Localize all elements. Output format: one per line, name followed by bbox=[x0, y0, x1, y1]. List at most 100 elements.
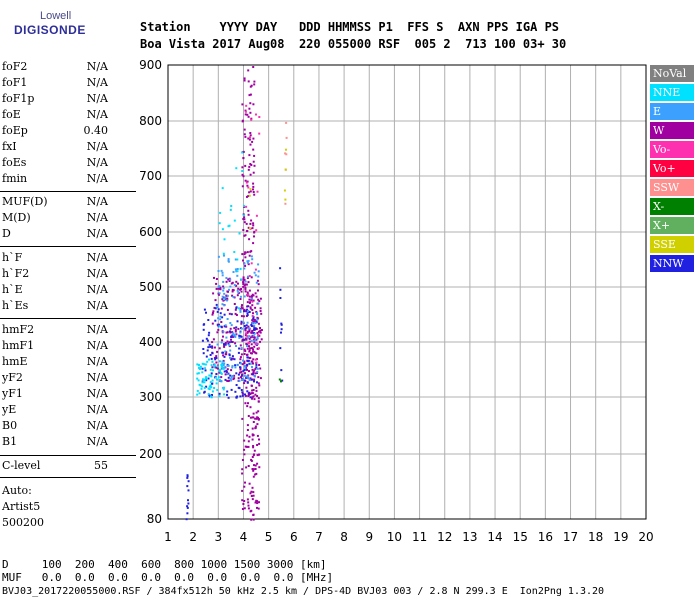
param-name: B0 bbox=[2, 419, 18, 432]
echo-point bbox=[221, 298, 224, 301]
echo-point bbox=[230, 282, 233, 285]
echo-point bbox=[255, 328, 258, 330]
echo-point bbox=[256, 454, 259, 457]
param-row: fmin N/A bbox=[2, 172, 108, 188]
echo-point bbox=[220, 325, 223, 328]
echo-point bbox=[226, 390, 229, 393]
echo-point bbox=[246, 312, 249, 315]
echo-point bbox=[240, 353, 243, 356]
echo-point bbox=[246, 356, 249, 359]
y-tick-label: 300 bbox=[139, 390, 162, 404]
echo-point bbox=[241, 103, 244, 106]
echo-point bbox=[241, 307, 244, 310]
echo-point bbox=[255, 321, 258, 324]
echo-point bbox=[249, 396, 252, 399]
echo-point bbox=[256, 190, 259, 193]
echo-point bbox=[252, 389, 255, 391]
echo-point bbox=[229, 327, 232, 330]
auto-artist: Artist5 bbox=[2, 500, 41, 513]
echo-point bbox=[221, 362, 224, 365]
echo-point bbox=[186, 505, 189, 508]
echo-point bbox=[251, 389, 254, 392]
echo-point bbox=[247, 213, 250, 216]
header-row-values: Boa Vista 2017 Aug08 220 055000 RSF 005 … bbox=[140, 37, 567, 51]
echo-point bbox=[241, 468, 244, 471]
echo-point bbox=[252, 312, 254, 315]
echo-point bbox=[226, 393, 228, 396]
echo-point bbox=[220, 307, 223, 310]
echo-point bbox=[217, 270, 220, 272]
echo-point bbox=[224, 353, 227, 356]
clevel-row: C-level 55 bbox=[2, 459, 108, 475]
echo-point bbox=[246, 305, 249, 308]
echo-point bbox=[244, 365, 246, 367]
echo-point bbox=[233, 219, 236, 222]
param-name: D bbox=[2, 227, 11, 240]
echo-point bbox=[196, 372, 199, 375]
echo-point bbox=[243, 360, 246, 363]
echo-point bbox=[258, 116, 261, 118]
x-tick-label: 13 bbox=[462, 530, 477, 544]
echo-point bbox=[247, 342, 250, 344]
echo-point bbox=[253, 339, 256, 342]
echo-point bbox=[257, 275, 260, 278]
echo-point bbox=[252, 491, 255, 494]
echo-point bbox=[253, 332, 256, 335]
echo-point bbox=[217, 255, 220, 258]
echo-point bbox=[244, 283, 247, 286]
series-ssw bbox=[284, 121, 288, 205]
echo-point bbox=[206, 339, 209, 342]
echo-point bbox=[203, 386, 206, 389]
echo-point bbox=[251, 304, 254, 307]
echo-point bbox=[240, 290, 243, 293]
echo-point bbox=[229, 374, 232, 377]
echo-point bbox=[253, 327, 256, 330]
echo-point bbox=[247, 69, 250, 72]
echo-point bbox=[222, 252, 225, 255]
echo-point bbox=[246, 184, 249, 187]
param-name: h`F bbox=[2, 251, 23, 264]
echo-point bbox=[227, 376, 230, 379]
legend-item-e: E bbox=[650, 103, 694, 120]
echo-point bbox=[197, 379, 200, 382]
echo-point bbox=[211, 341, 214, 344]
echo-point bbox=[210, 375, 213, 378]
echo-point bbox=[247, 402, 249, 405]
echo-point bbox=[234, 258, 237, 261]
echo-point bbox=[211, 394, 213, 396]
echo-point bbox=[196, 389, 199, 392]
echo-point bbox=[218, 325, 221, 328]
echo-point bbox=[254, 274, 257, 277]
y-tick-label: 400 bbox=[139, 335, 162, 349]
echo-point bbox=[243, 439, 246, 442]
echo-point bbox=[251, 227, 254, 230]
echo-point bbox=[229, 330, 231, 333]
echo-point bbox=[246, 330, 249, 333]
echo-point bbox=[204, 378, 206, 381]
echo-point bbox=[239, 267, 242, 270]
echo-point bbox=[223, 304, 226, 307]
echo-point bbox=[235, 326, 238, 329]
param-name: h`Es bbox=[2, 299, 29, 312]
echo-point bbox=[207, 346, 210, 349]
echo-point bbox=[249, 347, 252, 350]
param-name: MUF(D) bbox=[2, 195, 48, 208]
echo-point bbox=[218, 360, 221, 363]
echo-point bbox=[244, 327, 247, 330]
echo-point bbox=[246, 251, 249, 254]
echo-point bbox=[257, 410, 260, 413]
echo-point bbox=[249, 143, 252, 146]
param-name: fmin bbox=[2, 172, 28, 185]
echo-point bbox=[245, 342, 248, 345]
echo-point bbox=[246, 301, 249, 304]
echo-point bbox=[215, 282, 218, 285]
echo-point bbox=[253, 449, 256, 452]
header-row-labels: Station YYYY DAY DDD HHMMSS P1 FFS S AXN… bbox=[140, 20, 560, 34]
echo-point bbox=[234, 366, 237, 369]
echo-point bbox=[248, 337, 251, 340]
echo-point bbox=[247, 259, 250, 262]
echo-point bbox=[243, 77, 246, 80]
echo-point bbox=[246, 113, 249, 116]
echo-point bbox=[253, 350, 256, 353]
echo-point bbox=[254, 292, 257, 295]
